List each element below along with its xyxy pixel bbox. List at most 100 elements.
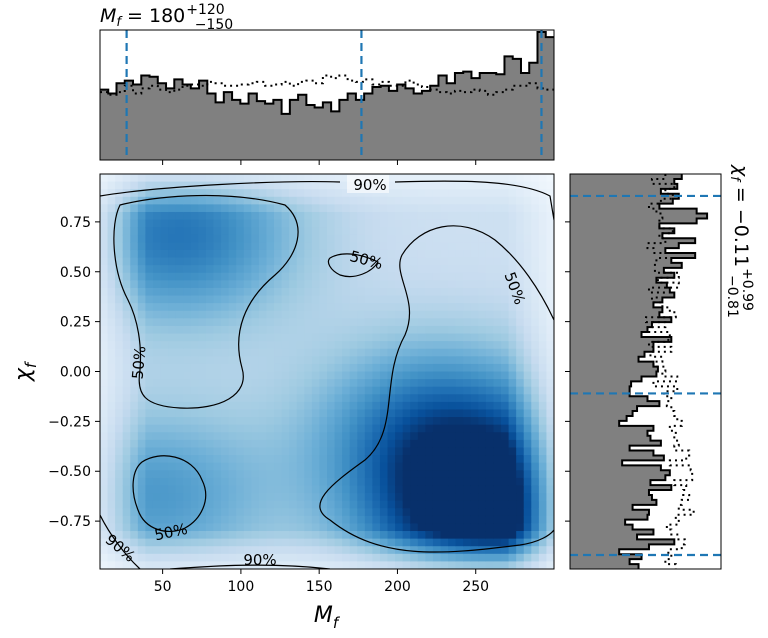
heatmap-cell (289, 272, 298, 281)
heatmap-cell (501, 500, 510, 509)
heatmap-cell (372, 394, 381, 403)
heatmap-cell (357, 417, 366, 426)
heatmap-cell (334, 242, 343, 251)
heatmap-cell (266, 485, 275, 494)
heatmap-cell (228, 303, 237, 312)
heatmap-cell (402, 432, 411, 441)
heatmap-cell (190, 538, 199, 547)
heatmap-cell (190, 242, 199, 251)
heatmap-cell (289, 432, 298, 441)
heatmap-cell (508, 356, 517, 365)
heatmap-cell (236, 508, 245, 517)
heatmap-cell (402, 333, 411, 342)
heatmap-cell (455, 515, 464, 525)
heatmap-cell (311, 234, 321, 243)
heatmap-cell (228, 394, 237, 403)
heatmap-cell (327, 204, 336, 213)
heatmap-cell (319, 356, 328, 365)
heatmap-cell (327, 394, 336, 403)
heatmap-cell (327, 462, 336, 471)
heatmap-cell (417, 211, 426, 221)
heatmap-cell (516, 531, 525, 540)
heatmap-cell (274, 523, 283, 532)
heatmap-cell (463, 470, 472, 479)
heatmap-cell (440, 424, 449, 433)
heatmap-cell (485, 257, 495, 266)
heatmap-cell (455, 204, 464, 213)
heatmap-cell (304, 249, 313, 259)
heatmap-cell (501, 310, 510, 319)
heatmap-cell (349, 401, 358, 411)
heatmap-cell (523, 553, 532, 563)
heatmap-cell (281, 523, 290, 532)
heatmap-cell (274, 371, 283, 380)
heatmap-cell (266, 409, 275, 418)
heatmap-cell (100, 371, 109, 380)
heatmap-cell (175, 439, 184, 449)
heatmap-cell (221, 455, 230, 464)
heatmap-cell (402, 204, 411, 213)
heatmap-cell (516, 432, 525, 441)
heatmap-cell (198, 515, 207, 525)
heatmap-cell (523, 417, 532, 426)
heatmap-cell (364, 515, 373, 525)
heatmap-cell (538, 424, 548, 433)
heatmap-cell (160, 432, 169, 441)
heatmap-cell (470, 379, 479, 388)
heatmap-cell (266, 189, 275, 198)
heatmap-cell (311, 249, 321, 259)
heatmap-cell (221, 401, 230, 411)
heatmap-cell (538, 204, 548, 213)
heatmap-cell (145, 409, 154, 418)
heatmap-cell (417, 227, 426, 236)
heatmap-cell (538, 462, 548, 471)
heatmap-cell (440, 325, 449, 335)
heatmap-cell (289, 515, 298, 525)
heatmap-cell (228, 341, 237, 350)
heatmap-cell (379, 348, 389, 357)
heatmap-cell (349, 455, 358, 464)
heatmap-cell (319, 477, 328, 487)
heatmap-cell (145, 234, 154, 243)
heatmap-cell (175, 546, 184, 555)
heatmap-cell (168, 531, 177, 540)
heatmap-cell (175, 204, 184, 213)
heatmap-cell (470, 341, 479, 350)
heatmap-cell (304, 424, 313, 433)
heatmap-cell (531, 432, 540, 441)
heatmap-cell (198, 280, 207, 289)
heatmap-cell (357, 523, 366, 532)
heatmap-cell (160, 409, 169, 418)
heatmap-cell (387, 249, 396, 259)
heatmap-cell (508, 249, 517, 259)
heatmap-cell (198, 272, 207, 281)
heatmap-cell (379, 531, 389, 540)
heatmap-cell (228, 265, 237, 274)
heatmap-cell (334, 272, 343, 281)
heatmap-cell (190, 234, 199, 243)
heatmap-cell (334, 538, 343, 547)
heatmap-cell (122, 417, 131, 426)
heatmap-cell (311, 546, 321, 555)
heatmap-cell (100, 363, 109, 373)
heatmap-cell (364, 325, 373, 335)
heatmap-cell (334, 189, 343, 198)
heatmap-cell (221, 265, 230, 274)
heatmap-cell (501, 280, 510, 289)
heatmap-cell (493, 493, 502, 502)
heatmap-cell (258, 318, 268, 327)
heatmap-cell (190, 379, 199, 388)
heatmap-cell (205, 280, 215, 289)
heatmap-cell (319, 219, 328, 228)
heatmap-cell (417, 189, 426, 198)
heatmap-cell (379, 439, 389, 449)
heatmap-cell (266, 295, 275, 304)
heatmap-cell (289, 325, 298, 335)
heatmap-cell (183, 325, 192, 335)
heatmap-cell (379, 462, 389, 471)
heatmap-cell (395, 227, 404, 236)
heatmap-cell (258, 341, 268, 350)
heatmap-cell (357, 242, 366, 251)
heatmap-cell (160, 242, 169, 251)
heatmap-cell (175, 553, 184, 563)
